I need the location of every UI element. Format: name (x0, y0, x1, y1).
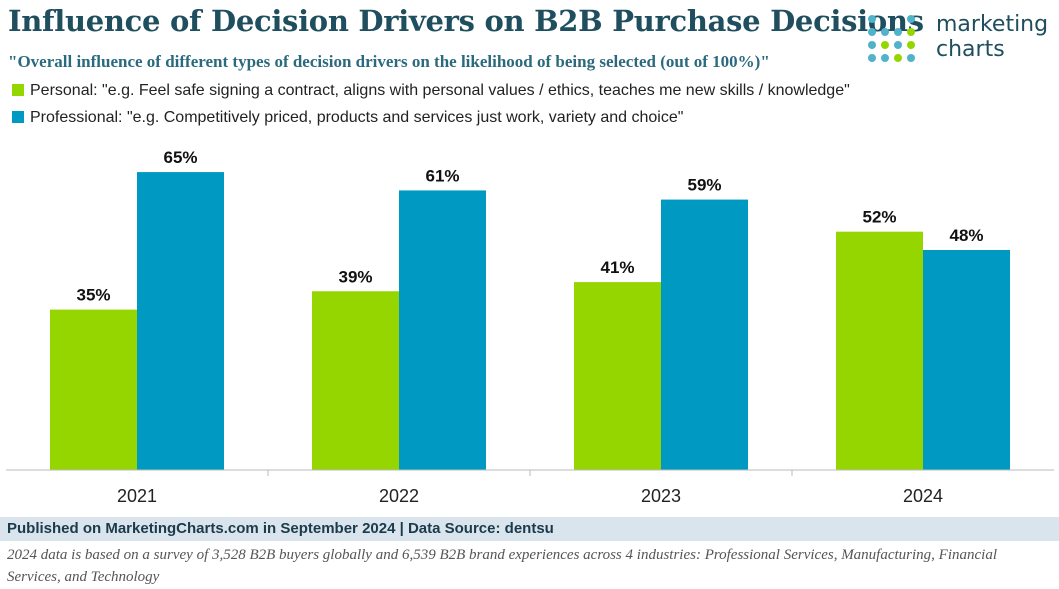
data-label-professional-2023: 59% (687, 176, 721, 195)
chart-subtitle: "Overall influence of different types of… (8, 52, 770, 71)
legend-swatch-personal (12, 84, 24, 96)
x-tick-label-2023: 2023 (641, 486, 681, 506)
bar-personal-2021 (50, 309, 137, 470)
data-label-personal-2023: 41% (600, 258, 634, 277)
data-label-personal-2024: 52% (862, 208, 896, 227)
bar-personal-2024 (836, 231, 923, 470)
legend-label-personal: Personal: "e.g. Feel safe signing a cont… (30, 82, 850, 99)
logo-dots-icon (868, 15, 915, 62)
data-label-professional-2022: 61% (425, 166, 459, 185)
bar-professional-2022 (399, 190, 486, 470)
legend-item-professional: Professional: "e.g. Competitively priced… (12, 109, 683, 127)
marketingcharts-logo: marketing charts (866, 12, 1051, 66)
bar-chart: 35% 65% 2021 39% 61% 2022 41% 59% 2023 52% 48% 2024 (6, 148, 1054, 506)
data-label-personal-2022: 39% (338, 267, 372, 286)
x-tick-label-2021: 2021 (117, 486, 157, 506)
bar-professional-2021 (137, 172, 224, 471)
bar-personal-2022 (312, 291, 399, 470)
x-tick-label-2022: 2022 (379, 486, 419, 506)
legend-item-personal: Personal: "e.g. Feel safe signing a cont… (12, 82, 850, 100)
bar-professional-2024 (923, 250, 1010, 470)
data-label-professional-2021: 65% (163, 148, 197, 167)
legend-swatch-professional (12, 111, 24, 123)
footer-note: 2024 data is based on a survey of 3,528 … (7, 547, 998, 585)
legend-label-professional: Professional: "e.g. Competitively priced… (30, 109, 684, 126)
bar-personal-2023 (574, 282, 661, 470)
data-label-personal-2021: 35% (76, 286, 110, 305)
footer-published: Published on MarketingCharts.com in Sept… (7, 520, 554, 537)
data-label-professional-2024: 48% (949, 226, 983, 245)
chart-title: Influence of Decision Drivers on B2B Pur… (8, 4, 924, 38)
footer-bar: Published on MarketingCharts.com in Sept… (0, 517, 1059, 541)
bar-professional-2023 (661, 199, 748, 471)
logo-line2: charts (936, 37, 1005, 62)
logo-line1: marketing (936, 12, 1049, 37)
x-tick-label-2024: 2024 (903, 486, 943, 506)
